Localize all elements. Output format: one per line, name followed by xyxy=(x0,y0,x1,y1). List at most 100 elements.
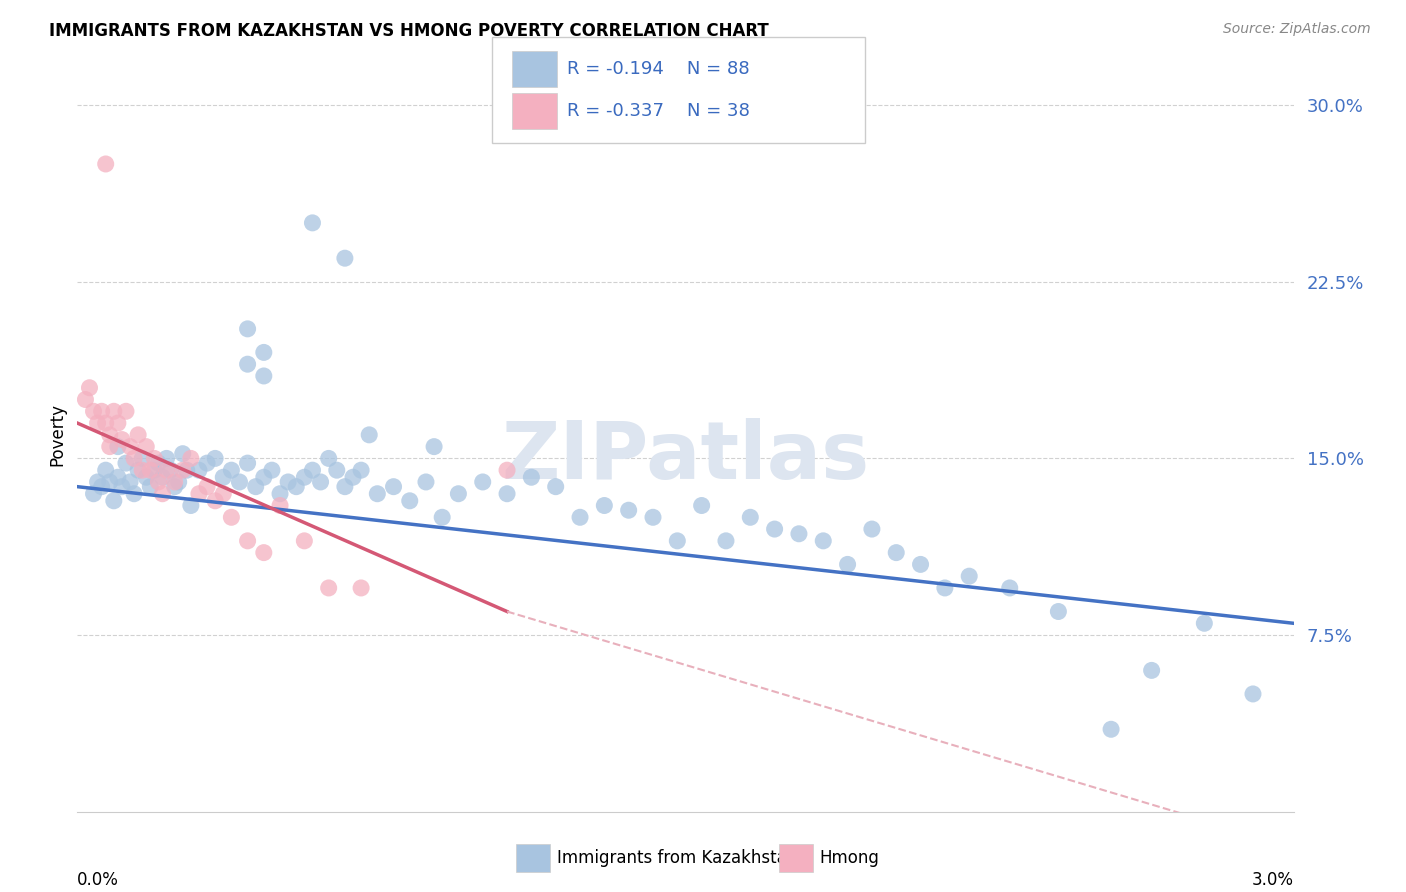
Point xyxy=(167,475,190,489)
Point xyxy=(415,475,437,489)
Point xyxy=(544,480,567,494)
Point xyxy=(496,487,519,501)
Point xyxy=(1241,687,1264,701)
Point xyxy=(135,440,157,454)
Point xyxy=(641,510,664,524)
Text: Source: ZipAtlas.com: Source: ZipAtlas.com xyxy=(1223,22,1371,37)
Point xyxy=(382,480,405,494)
Point xyxy=(269,487,291,501)
Point xyxy=(569,510,592,524)
Point xyxy=(204,493,226,508)
Point xyxy=(333,251,356,265)
Text: 0.0%: 0.0% xyxy=(77,871,120,888)
Point xyxy=(1099,723,1122,737)
Point xyxy=(107,416,129,430)
Point xyxy=(212,470,235,484)
Point xyxy=(787,526,810,541)
Point xyxy=(135,470,157,484)
Point xyxy=(910,558,932,572)
Point xyxy=(318,451,340,466)
Text: Hmong: Hmong xyxy=(820,849,880,867)
Point xyxy=(350,463,373,477)
Point xyxy=(228,475,250,489)
Point xyxy=(131,463,153,477)
Point xyxy=(176,463,198,477)
Point xyxy=(139,463,162,477)
Point xyxy=(188,463,211,477)
Point xyxy=(253,345,276,359)
Point xyxy=(107,440,129,454)
Point xyxy=(269,499,291,513)
Point xyxy=(292,533,315,548)
Point xyxy=(236,357,259,371)
Point xyxy=(204,451,226,466)
Point xyxy=(301,463,323,477)
Point xyxy=(236,322,259,336)
Point xyxy=(342,470,364,484)
Point xyxy=(180,451,202,466)
Point xyxy=(143,463,166,477)
Point xyxy=(277,475,299,489)
Point xyxy=(350,581,373,595)
Point xyxy=(172,463,194,477)
Point xyxy=(666,533,689,548)
Point xyxy=(285,480,308,494)
Point xyxy=(90,404,112,418)
Point xyxy=(236,533,259,548)
Point xyxy=(1047,605,1070,619)
Point xyxy=(496,463,519,477)
Point xyxy=(86,416,108,430)
Point xyxy=(934,581,956,595)
Point xyxy=(163,475,186,489)
Point xyxy=(957,569,980,583)
Point xyxy=(180,499,202,513)
Point xyxy=(131,451,153,466)
Point xyxy=(301,216,323,230)
Point xyxy=(148,456,170,470)
Point xyxy=(318,581,340,595)
Point xyxy=(432,510,454,524)
Point xyxy=(690,499,713,513)
Text: IMMIGRANTS FROM KAZAKHSTAN VS HMONG POVERTY CORRELATION CHART: IMMIGRANTS FROM KAZAKHSTAN VS HMONG POVE… xyxy=(49,22,769,40)
Point xyxy=(253,368,276,383)
Point xyxy=(309,475,332,489)
Point xyxy=(143,451,166,466)
Point xyxy=(83,487,105,501)
Point xyxy=(236,456,259,470)
Point xyxy=(148,475,170,489)
Point xyxy=(188,487,211,501)
Text: 3.0%: 3.0% xyxy=(1251,871,1294,888)
Point xyxy=(155,451,177,466)
Y-axis label: Poverty: Poverty xyxy=(48,403,66,467)
Point xyxy=(86,475,108,489)
Point xyxy=(98,475,121,489)
Point xyxy=(159,463,181,477)
Point xyxy=(94,157,117,171)
Point xyxy=(103,404,125,418)
Point xyxy=(111,480,134,494)
Text: R = -0.337    N = 38: R = -0.337 N = 38 xyxy=(567,103,749,120)
Point xyxy=(111,433,134,447)
Point xyxy=(122,451,145,466)
Point xyxy=(122,487,145,501)
Point xyxy=(79,381,101,395)
Point xyxy=(195,480,218,494)
Point xyxy=(75,392,97,407)
Point xyxy=(195,456,218,470)
Point xyxy=(260,463,283,477)
Point xyxy=(326,463,349,477)
Point xyxy=(860,522,883,536)
Point xyxy=(998,581,1021,595)
Point xyxy=(172,447,194,461)
Point xyxy=(221,510,243,524)
Text: R = -0.194    N = 88: R = -0.194 N = 88 xyxy=(567,60,749,78)
Point xyxy=(1140,664,1163,678)
Point xyxy=(245,480,267,494)
Point xyxy=(292,470,315,484)
Point xyxy=(212,487,235,501)
Point xyxy=(333,480,356,494)
Point xyxy=(98,428,121,442)
Point xyxy=(103,493,125,508)
Point xyxy=(366,487,388,501)
Point xyxy=(359,428,381,442)
